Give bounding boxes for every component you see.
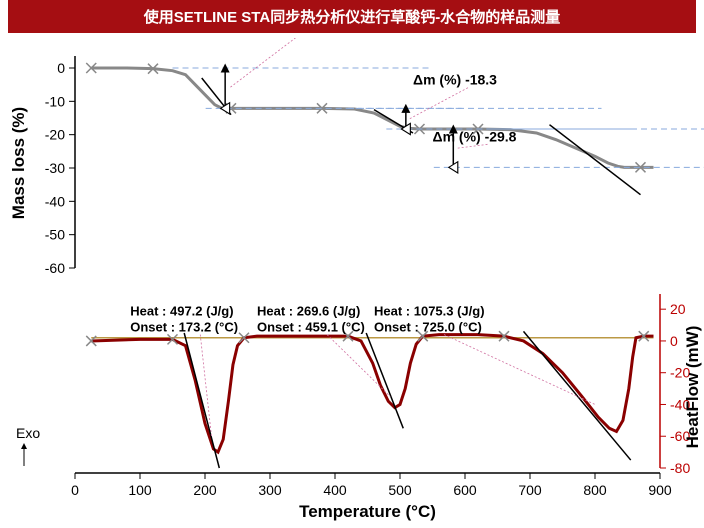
- svg-text:Temperature (°C): Temperature (°C): [299, 502, 436, 521]
- svg-text:Onset : 725.0 (°C): Onset : 725.0 (°C): [374, 320, 482, 335]
- svg-text:100: 100: [128, 482, 152, 498]
- svg-text:200: 200: [193, 482, 217, 498]
- svg-text:0: 0: [71, 482, 79, 498]
- svg-text:400: 400: [323, 482, 347, 498]
- svg-text:Onset : 173.2 (°C): Onset : 173.2 (°C): [130, 320, 238, 335]
- svg-text:500: 500: [388, 482, 412, 498]
- svg-text:Δm (%) -18.3: Δm (%) -18.3: [413, 72, 497, 88]
- svg-text:900: 900: [648, 482, 672, 498]
- svg-text:800: 800: [583, 482, 607, 498]
- chart-svg: 0 -10 -20 -30 -40 -50 -60 Mass loss (%) Δm (%) -…: [0, 38, 704, 528]
- svg-text:Heat : 1075.3 (J/g): Heat : 1075.3 (J/g): [374, 304, 485, 319]
- svg-text:Heat : 497.2 (J/g): Heat : 497.2 (J/g): [130, 304, 233, 319]
- svg-text:0: 0: [670, 333, 678, 349]
- figure-container: 使用SETLINE STA同步热分析仪进行草酸钙-水合物的样品测量 0 -10 -2…: [0, 0, 704, 528]
- svg-text:-20: -20: [45, 127, 65, 143]
- svg-text:-40: -40: [45, 193, 65, 209]
- svg-text:-80: -80: [670, 460, 690, 476]
- svg-text:Onset : 459.1 (°C): Onset : 459.1 (°C): [257, 320, 365, 335]
- svg-text:Mass loss (%): Mass loss (%): [9, 107, 28, 219]
- svg-text:700: 700: [518, 482, 542, 498]
- svg-text:Δm (%) -29.8: Δm (%) -29.8: [433, 128, 517, 144]
- svg-text:300: 300: [258, 482, 282, 498]
- svg-text:20: 20: [670, 301, 686, 317]
- svg-text:Heat : 269.6 (J/g): Heat : 269.6 (J/g): [257, 304, 360, 319]
- svg-text:-60: -60: [45, 260, 65, 276]
- svg-text:-10: -10: [45, 93, 65, 109]
- svg-text:HeatFlow (mW): HeatFlow (mW): [683, 326, 702, 449]
- figure-title: 使用SETLINE STA同步热分析仪进行草酸钙-水合物的样品测量: [8, 0, 696, 33]
- svg-text:0: 0: [57, 60, 65, 76]
- svg-text:-30: -30: [45, 160, 65, 176]
- chart-area: 0 -10 -20 -30 -40 -50 -60 Mass loss (%) Δm (%) -…: [0, 38, 704, 528]
- svg-text:-50: -50: [45, 227, 65, 243]
- svg-text:Exo: Exo: [16, 425, 40, 441]
- svg-text:600: 600: [453, 482, 477, 498]
